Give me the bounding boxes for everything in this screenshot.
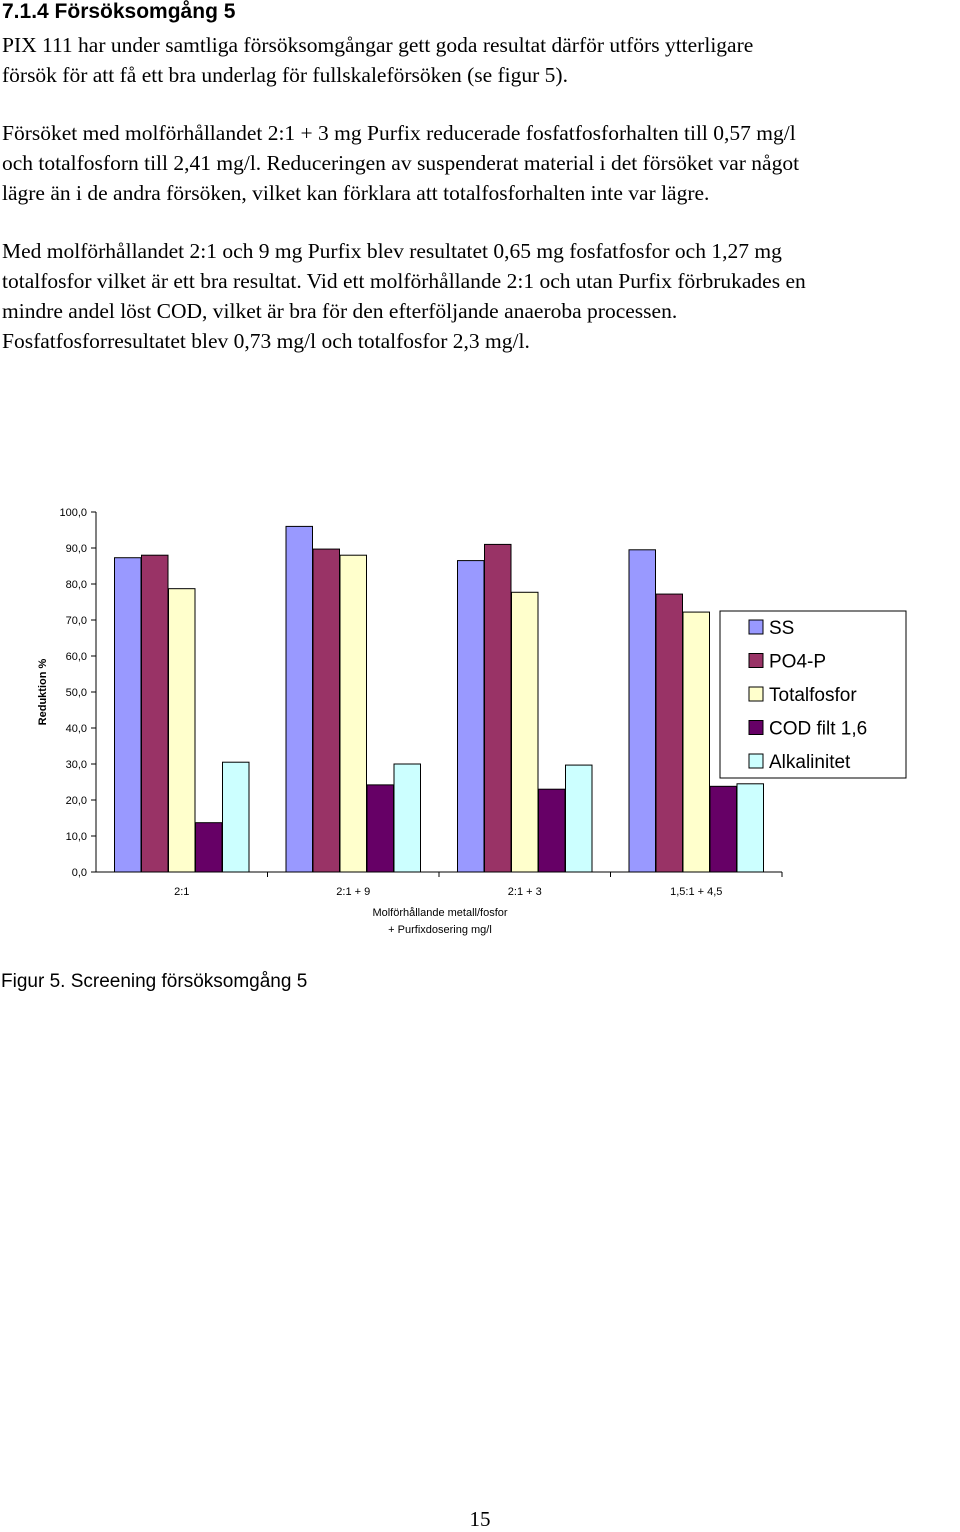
y-tick-label: 30,0 bbox=[66, 759, 87, 771]
y-tick-label: 20,0 bbox=[66, 795, 87, 807]
page-number: 15 bbox=[469, 1507, 491, 1531]
legend-swatch bbox=[748, 686, 764, 702]
bar bbox=[168, 588, 196, 873]
legend-swatch bbox=[748, 619, 764, 635]
bar bbox=[565, 764, 593, 873]
bar bbox=[682, 611, 710, 873]
y-tick-label: 60,0 bbox=[66, 651, 87, 663]
bar bbox=[393, 763, 421, 873]
text-line: PIX 111 har under samtliga försöksomgång… bbox=[2, 33, 754, 57]
y-tick-label: 80,0 bbox=[66, 579, 87, 591]
bar bbox=[366, 784, 394, 873]
bar bbox=[222, 761, 250, 873]
y-tick-label: 70,0 bbox=[66, 615, 87, 627]
x-tick-labels: 2:1 2:1 + 9 2:1 + 3 1,5:1 + 4,5 bbox=[174, 886, 722, 898]
figure-caption: Figur 5. Screening försöksomgång 5 bbox=[1, 971, 308, 992]
legend-label: PO4-P bbox=[769, 652, 826, 673]
legend-swatch bbox=[748, 653, 764, 668]
bar bbox=[709, 785, 737, 873]
legend-label: COD filt 1,6 bbox=[769, 719, 867, 740]
legend-swatch bbox=[748, 753, 764, 769]
y-tick-label: 100,0 bbox=[59, 507, 87, 519]
x-axis-title-line-1: Molförhållande metall/fosfor bbox=[372, 907, 507, 919]
paragraph-trial-2-1-plus-9: Med molförhållandet 2:1 och 9 mg Purfix … bbox=[2, 236, 960, 356]
bar bbox=[195, 822, 223, 873]
bar bbox=[538, 788, 566, 873]
bar bbox=[457, 560, 485, 873]
chart-legend: SS PO4-P Totalfosfor COD filt 1,6 Alkalinite… bbox=[719, 610, 907, 779]
y-tick-label: 50,0 bbox=[66, 687, 87, 699]
y-tick-label: 10,0 bbox=[66, 831, 87, 843]
y-tick-label: 40,0 bbox=[66, 723, 87, 735]
bar bbox=[312, 548, 340, 873]
text-line: lägre än i de andra försöken, vilket kan… bbox=[2, 181, 710, 205]
legend-label: SS bbox=[769, 618, 794, 639]
bar bbox=[511, 591, 539, 873]
y-tick-labels: 0,0 10,0 20,0 30,0 40,0 50,0 60,0 70,0 80,0 90,0 1… bbox=[59, 507, 87, 879]
bar bbox=[736, 783, 764, 873]
y-tick-label: 0,0 bbox=[72, 867, 87, 879]
bar bbox=[285, 525, 313, 873]
paragraph-trial-2-1-plus-3: Försöket med molförhållandet 2:1 + 3 mg … bbox=[2, 118, 960, 208]
x-tick-label: 2:1 + 9 bbox=[336, 886, 370, 898]
bar bbox=[484, 543, 512, 873]
bar bbox=[141, 554, 169, 873]
text-line: och totalfosforn till 2,41 mg/l. Reducer… bbox=[2, 151, 800, 175]
x-tick-label: 2:1 bbox=[174, 886, 189, 898]
legend-label: Alkalinitet bbox=[769, 752, 851, 773]
text-line: Fosfatfosforresultatet blev 0,73 mg/l oc… bbox=[2, 329, 530, 353]
bar bbox=[114, 557, 142, 873]
reduction-bar-chart: 0,0 10,0 20,0 30,0 40,0 50,0 60,0 70,0 80,0 90,0 1… bbox=[37, 507, 907, 936]
paragraph-intro: PIX 111 har under samtliga försöksomgång… bbox=[2, 30, 960, 90]
text-line: mindre andel löst COD, vilket är bra för… bbox=[2, 299, 678, 323]
text-line: försök för att få ett bra underlag för f… bbox=[2, 63, 568, 87]
legend-swatch bbox=[748, 720, 764, 735]
bar bbox=[628, 549, 656, 873]
bar bbox=[655, 593, 683, 873]
section-heading: 7.1.4 Försöksomgång 5 bbox=[2, 0, 236, 23]
text-line: Försöket med molförhållandet 2:1 + 3 mg … bbox=[2, 121, 796, 145]
bar bbox=[339, 554, 367, 873]
x-tick-label: 2:1 + 3 bbox=[508, 886, 542, 898]
x-tick-label: 1,5:1 + 4,5 bbox=[670, 886, 722, 898]
text-line: totalfosfor vilket är ett bra resultat. … bbox=[2, 269, 806, 293]
y-tick-label: 90,0 bbox=[66, 543, 87, 555]
y-axis-title: Reduktion % bbox=[37, 658, 49, 725]
text-line: Med molförhållandet 2:1 och 9 mg Purfix … bbox=[2, 239, 782, 263]
x-axis-title-line-2: + Purfixdosering mg/l bbox=[388, 924, 492, 936]
legend-label: Totalfosfor bbox=[769, 685, 857, 706]
chart-bars bbox=[114, 525, 764, 873]
